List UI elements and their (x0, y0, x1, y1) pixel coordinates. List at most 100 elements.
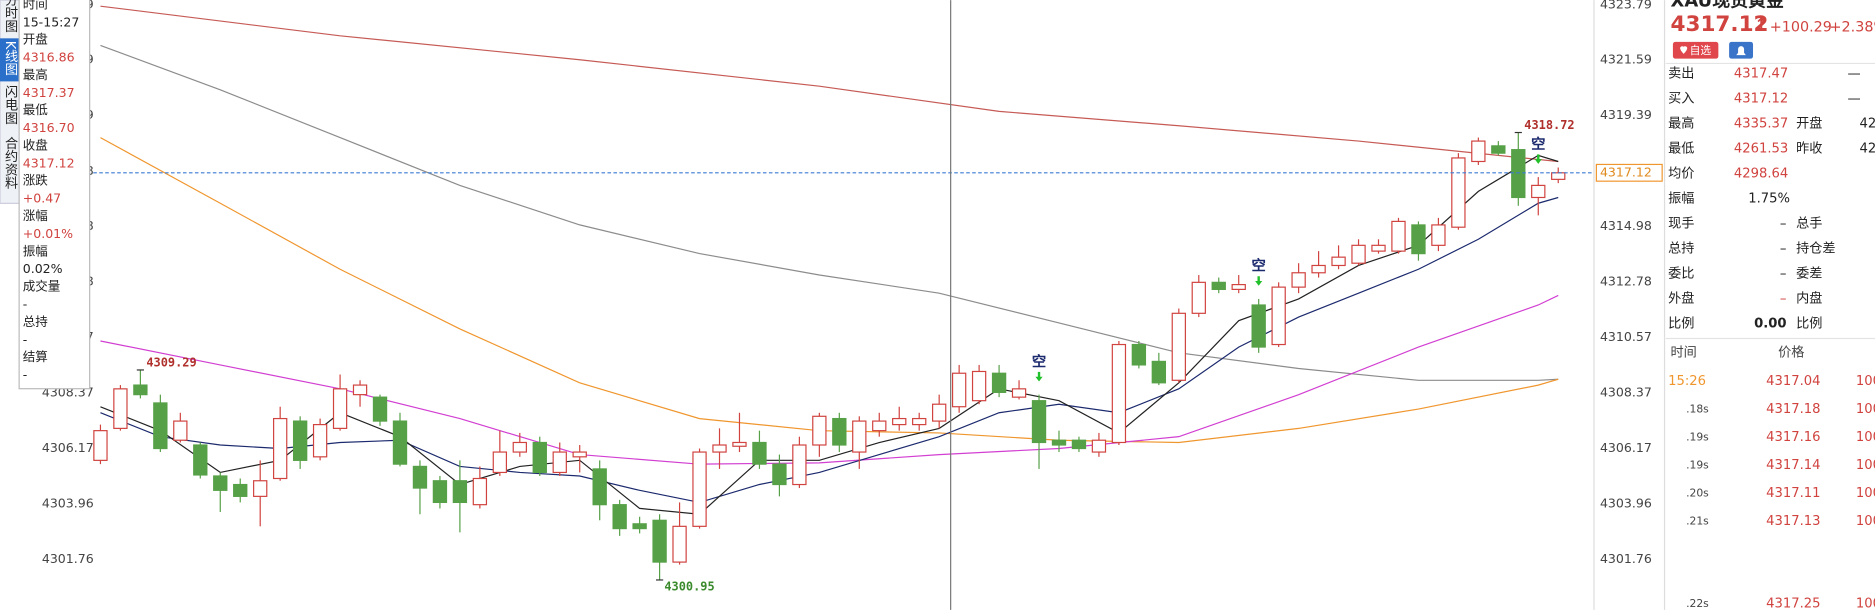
field-value: - (23, 332, 28, 347)
tick-price: 4317.11 (1766, 486, 1820, 501)
signal-arrow (1534, 154, 1542, 164)
candle-body (852, 420, 867, 453)
watch-label[interactable]: 自选 (1690, 44, 1712, 57)
candle-body (792, 444, 807, 486)
quote-cell: 42 (1859, 142, 1875, 157)
candle-body (692, 451, 707, 527)
quote-cell: — (1847, 67, 1860, 82)
current-price-label: 4317.12 (1600, 164, 1652, 179)
tick-volume: 100 (1856, 430, 1875, 445)
high-label: 4309.29 (146, 355, 196, 369)
candle-body (512, 441, 527, 453)
candle-body (572, 451, 587, 458)
candle-body (1551, 172, 1566, 180)
ma-line (100, 154, 1559, 515)
tick-time: .22s (1686, 597, 1709, 610)
candle-body (392, 420, 408, 465)
field-label: 开盘 (23, 32, 48, 47)
y-tick-label: 4301.76 (1600, 551, 1652, 566)
tick-volume: 100 (1856, 596, 1875, 610)
candle-body (1031, 400, 1047, 444)
candle-body (1091, 439, 1107, 453)
field-value: 4317.37 (23, 85, 75, 100)
y-tick-label: 4306.17 (42, 440, 94, 455)
candle-body (173, 420, 188, 441)
quote-cell: 比例 (1668, 316, 1694, 332)
candle-body (832, 417, 847, 446)
tick-volume: 100 (1856, 402, 1875, 417)
nav-tab[interactable]: 闪电图 (2, 85, 17, 125)
active-tab[interactable] (0, 38, 20, 82)
signal-label: 空 (1032, 352, 1046, 370)
quote-cell: 总持 (1668, 241, 1694, 257)
quote-cell: — (1847, 92, 1860, 107)
y-tick-label: 4303.96 (42, 496, 94, 511)
signal-arrow (1255, 276, 1263, 286)
quote-cell: 买入 (1668, 91, 1694, 107)
candle-body (213, 475, 228, 491)
quote-value: 0.00 (1754, 317, 1786, 332)
candle-body (931, 403, 947, 422)
ticks-header: 时间 (1671, 344, 1697, 360)
bell-icon (1736, 46, 1746, 56)
nav-tab[interactable]: 分时图 (2, 0, 18, 33)
candle-body (312, 424, 328, 458)
candle-body (492, 451, 508, 474)
quote-cell: 持仓差 (1796, 241, 1835, 257)
last-price: 4317.12 (1671, 12, 1769, 37)
candle-body (1191, 281, 1206, 314)
low-label: 4300.95 (664, 580, 714, 594)
tick-volume: 100 (1856, 514, 1875, 529)
field-value: +0.01% (23, 226, 73, 241)
field-value: 15-15:27 (23, 14, 80, 29)
quote-value: – (1780, 242, 1787, 257)
candle-body (133, 384, 148, 396)
nav-tab[interactable]: 合约资料 (2, 136, 18, 189)
candle-body (113, 388, 128, 429)
quote-cell: 现手 (1668, 216, 1694, 232)
candle-body (632, 523, 647, 530)
candle-body (412, 465, 428, 489)
tick-price: 4317.16 (1766, 430, 1820, 445)
candle-body (1271, 286, 1286, 346)
candle-body (1311, 264, 1326, 274)
ma-line (100, 196, 1559, 504)
quote-cell: 卖出 (1668, 66, 1694, 82)
candle-body (772, 463, 787, 486)
candle-body (712, 444, 727, 453)
high-label: 4318.72 (1524, 118, 1574, 132)
y-tick-label: 4323.79 (1600, 0, 1652, 11)
quote-cell: 总手 (1796, 216, 1822, 232)
tick-time: .20s (1686, 486, 1709, 499)
candle-body (672, 525, 687, 563)
current-price-box (1595, 163, 1663, 182)
price-change-pct: +2.38% (1830, 20, 1875, 36)
quote-cell: 内盘 (1796, 290, 1822, 307)
field-value: - (23, 297, 28, 312)
quote-cell: 最高 (1668, 115, 1694, 132)
candle-body (1171, 312, 1186, 381)
symbol-title: XAU现货黄金 (1671, 0, 1785, 11)
watch-button[interactable] (1672, 41, 1719, 59)
tick-price: 4317.18 (1766, 402, 1820, 417)
quote-cell: 开盘 (1796, 115, 1822, 132)
quote-bg (1664, 0, 1875, 610)
candle-body (552, 451, 567, 474)
candle-body (652, 519, 667, 563)
field-value: - (23, 367, 28, 382)
ticks-header: 价格 (1778, 344, 1804, 360)
candle-body (1371, 244, 1386, 252)
tick-time: 15:26 (1668, 374, 1706, 389)
tick-volume: 100 (1856, 458, 1875, 473)
field-value: 4316.86 (23, 50, 75, 65)
tick-time: .19s (1686, 458, 1709, 471)
nav-tab[interactable]: K线图 (2, 41, 18, 76)
tick-price: 4317.14 (1766, 458, 1820, 473)
candle-body (1051, 439, 1067, 446)
quote-value: 1.75% (1748, 192, 1790, 207)
candle-body (352, 384, 368, 396)
y-tick-label: 4301.76 (42, 551, 94, 566)
